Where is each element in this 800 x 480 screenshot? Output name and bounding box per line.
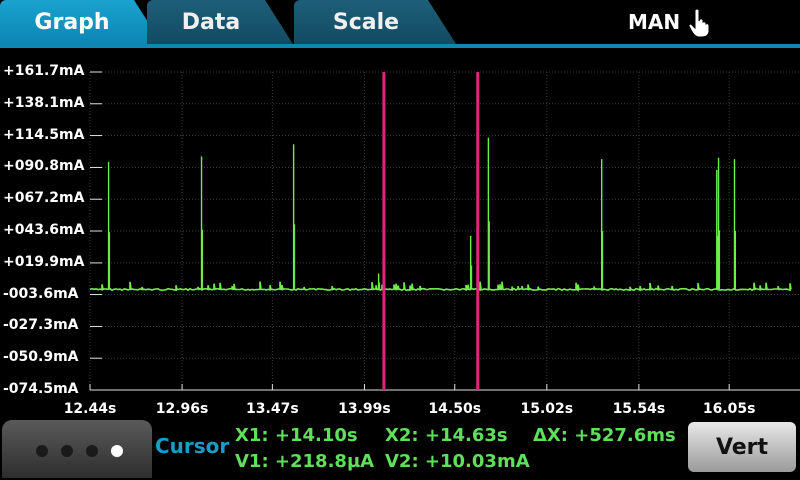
tab-bar: Graph Data Scale MAN — [0, 0, 800, 48]
x-tick-label: 13.47s — [246, 401, 299, 417]
page-dot-4[interactable] — [111, 445, 123, 457]
y-tick-label: +043.6mA — [3, 222, 85, 238]
cursor-label: Cursor — [155, 434, 230, 458]
cursor-lines — [382, 72, 480, 390]
current-vs-time-plot[interactable] — [0, 48, 800, 420]
y-tick-label: +138.1mA — [3, 94, 85, 111]
current-trace — [89, 137, 792, 292]
vert-button[interactable]: Vert — [688, 422, 796, 472]
x-tick-label: 12.96s — [155, 401, 209, 417]
tab-data[interactable]: Data — [147, 0, 293, 44]
x2-readout: X2: +14.63s — [385, 425, 508, 446]
tab-graph[interactable]: Graph — [0, 0, 162, 44]
page-dot-2[interactable] — [61, 445, 73, 457]
mode-indicator[interactable]: MAN — [628, 10, 681, 34]
y-tick-label: +114.5mA — [3, 126, 85, 143]
x-tick-label: 13.99s — [338, 401, 391, 417]
x-tick-label: 15.54s — [612, 401, 666, 417]
plot-axes — [89, 71, 800, 391]
page-dot-3[interactable] — [86, 445, 98, 457]
y-tick-label: -003.6mA — [3, 285, 79, 302]
x-tick-label: 15.02s — [520, 401, 574, 417]
x1-readout: X1: +14.10s — [235, 425, 358, 446]
graph-area[interactable]: +161.7mA +138.1mA +114.5mA +090.8mA +067.2mA… — [0, 48, 800, 420]
y-tick-label: +161.7mA — [3, 63, 85, 79]
tab-scale[interactable]: Scale — [294, 0, 456, 44]
tab-underline — [0, 44, 800, 48]
v1-readout: V1: +218.8µA — [235, 451, 375, 472]
x-tick-label: 12.44s — [63, 401, 117, 417]
x-tick-label: 14.50s — [428, 401, 482, 417]
x-tick-label: 16.05s — [702, 401, 756, 417]
y-tick-label: -050.9mA — [3, 349, 79, 366]
y-tick-label: +090.8mA — [3, 158, 85, 175]
y-tick-label: +019.9mA — [3, 253, 85, 270]
swipe-panel[interactable] — [2, 420, 152, 478]
y-tick-label: -027.3mA — [3, 317, 79, 334]
plot-grid — [89, 71, 800, 391]
y-tick-label: -074.5mA — [3, 381, 79, 397]
trace-baseline — [89, 281, 792, 292]
page-dot-1[interactable] — [36, 445, 48, 457]
y-tick-label: +067.2mA — [3, 190, 85, 207]
bottom-bar: Cursor X1: +14.10s X2: +14.63s ΔX: +527.… — [0, 420, 800, 480]
hand-pointer-icon — [688, 8, 710, 38]
delta-x-readout: ΔX: +527.6ms — [533, 425, 676, 446]
v2-readout: V2: +10.03mA — [385, 451, 530, 472]
